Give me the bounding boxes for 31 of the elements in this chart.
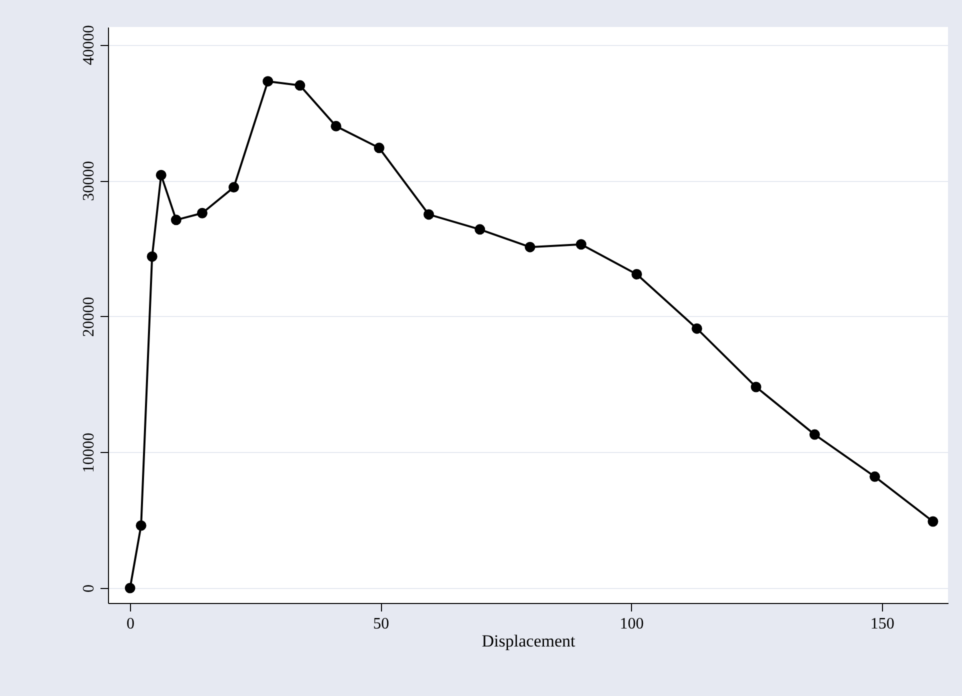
point xyxy=(374,142,384,154)
point xyxy=(136,520,146,531)
point xyxy=(124,582,136,594)
x-tick-label: 50 xyxy=(373,616,390,632)
x-tick-label: 0 xyxy=(126,616,135,632)
x-tick-label: 150 xyxy=(870,616,894,632)
x-tick-label: 100 xyxy=(620,616,644,632)
y-tick-label: 30000 xyxy=(80,161,98,202)
point xyxy=(928,516,938,527)
point xyxy=(294,80,306,91)
point xyxy=(750,382,762,392)
point xyxy=(170,214,182,226)
point xyxy=(474,224,486,235)
point xyxy=(228,182,240,193)
y-tick-label: 10000 xyxy=(80,432,98,473)
point xyxy=(330,120,342,132)
x-axis-title: Displacement xyxy=(482,632,576,650)
point xyxy=(146,251,158,262)
point xyxy=(809,429,820,440)
y-tick-label: 0 xyxy=(80,584,98,593)
point xyxy=(262,76,274,87)
point xyxy=(424,209,434,220)
point xyxy=(576,239,586,250)
point xyxy=(632,269,642,280)
y-tick-label: 20000 xyxy=(80,296,98,337)
point xyxy=(692,323,702,334)
point xyxy=(524,242,536,252)
point xyxy=(196,208,208,218)
point xyxy=(870,471,880,482)
y-tick-label: 40000 xyxy=(80,25,98,66)
point xyxy=(156,170,166,180)
